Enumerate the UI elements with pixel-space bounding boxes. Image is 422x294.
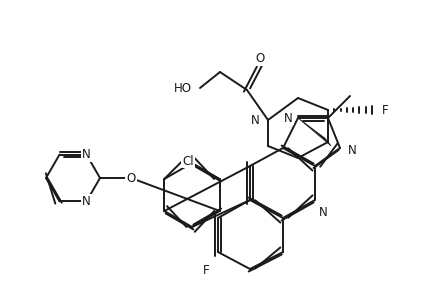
Text: F: F: [203, 263, 209, 276]
Polygon shape: [298, 118, 331, 146]
Text: N: N: [319, 206, 327, 218]
Text: O: O: [255, 52, 265, 65]
Text: N: N: [284, 111, 293, 124]
Text: N: N: [251, 113, 260, 126]
Text: Cl: Cl: [182, 155, 194, 168]
Text: N: N: [82, 195, 91, 208]
Text: N: N: [82, 148, 91, 161]
Text: HO: HO: [174, 81, 192, 94]
Text: N: N: [348, 143, 357, 156]
Text: O: O: [126, 171, 135, 185]
Text: F: F: [382, 103, 389, 116]
